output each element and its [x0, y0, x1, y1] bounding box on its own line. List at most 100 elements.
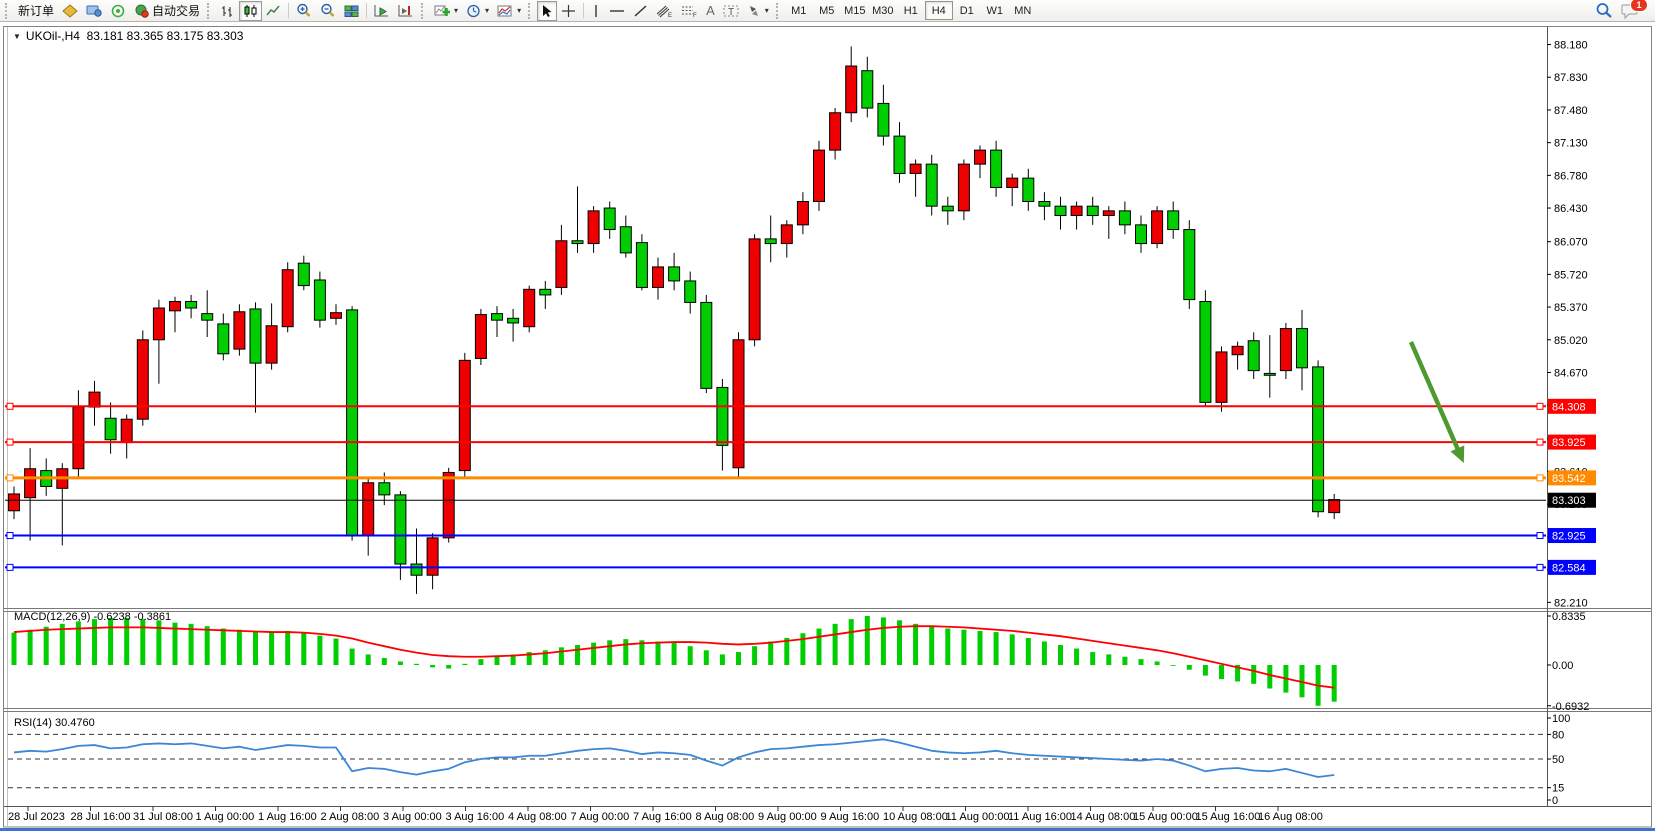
text-tool-icon[interactable]: A: [706, 3, 715, 18]
timeframe-button-M30[interactable]: M30: [872, 4, 894, 17]
arrows-tool-icon: [749, 5, 758, 16]
chart-frame: [3, 26, 1652, 828]
text-label-tool-icon[interactable]: T: [719, 1, 743, 21]
search-icon[interactable]: [1591, 1, 1617, 21]
template-icon: [497, 5, 512, 16]
toolbar-grip: [528, 2, 533, 19]
macd-axis: 0.8335 0.00 -0.6932: [1547, 611, 1589, 713]
chevron-down-icon: ▾: [764, 6, 769, 15]
svg-text:80: 80: [1552, 729, 1564, 741]
svg-text:F: F: [693, 13, 697, 18]
svg-text:28 Jul 2023: 28 Jul 2023: [8, 811, 65, 823]
rsi-layer: [13, 738, 1335, 778]
toolbar-grip: [207, 2, 212, 19]
toolbar: 新订单 自动交易 ▾ ▾: [0, 0, 1655, 22]
new-order-label: 新订单: [18, 4, 55, 18]
zoom-out-icon[interactable]: [316, 1, 340, 21]
symbol-dropdown-icon[interactable]: ▼: [13, 32, 21, 41]
notification-badge: 1: [1630, 0, 1648, 12]
timeframe-button-MN[interactable]: MN: [1014, 4, 1032, 17]
level-lines[interactable]: 84.308 83.925 83.542 83.303 82.925 82.584: [5, 398, 1596, 575]
price-axis[interactable]: 88.180 87.830 87.480 87.130 86.780 86.430 86.0…: [1547, 40, 1588, 610]
svg-text:7 Aug 00:00: 7 Aug 00:00: [571, 811, 630, 823]
templates-button[interactable]: ▾: [493, 1, 525, 21]
svg-text:87.830: 87.830: [1554, 72, 1588, 84]
candles-layer: [8, 46, 1341, 594]
line-chart-mode-icon[interactable]: [262, 1, 285, 21]
new-order-button[interactable]: 新订单: [14, 2, 58, 20]
charts-icon[interactable]: [58, 1, 82, 21]
timeframe-toolbar: M1 M5 M15 M30 H1 H4 D1 W1 MN: [785, 1, 1037, 21]
arrows-tool-button[interactable]: ▾: [743, 1, 773, 21]
trend-arrow-annotation[interactable]: [1408, 341, 1465, 463]
svg-text:86.780: 86.780: [1554, 170, 1588, 182]
svg-text:E: E: [668, 13, 672, 18]
add-indicator-icon: [434, 5, 451, 16]
cursor-tool-icon[interactable]: [537, 0, 558, 21]
timeframe-button-M5[interactable]: M5: [819, 4, 835, 17]
zoom-in-icon[interactable]: [292, 1, 316, 21]
chart-shift-icon[interactable]: [394, 1, 418, 21]
time-axis[interactable]: 28 Jul 2023 28 Jul 16:00 31 Jul 08:00 1 Aug…: [8, 806, 1323, 823]
svg-text:86.430: 86.430: [1554, 203, 1588, 215]
toolbar-separator: [583, 3, 585, 18]
svg-text:83.303: 83.303: [1552, 495, 1586, 507]
market-watch-icon[interactable]: [82, 1, 106, 21]
timeframe-button-M1[interactable]: M1: [791, 4, 807, 17]
svg-text:15 Aug 16:00: 15 Aug 16:00: [1196, 811, 1261, 823]
svg-text:7 Aug 16:00: 7 Aug 16:00: [633, 811, 692, 823]
chart-title-quote: 83.181 83.365 83.175 83.303: [86, 29, 244, 43]
bar-chart-mode-icon[interactable]: [216, 1, 239, 21]
crosshair-tool-icon[interactable]: [557, 1, 580, 21]
chevron-down-icon: ▾: [517, 6, 522, 15]
timeframe-button-D1[interactable]: D1: [959, 4, 974, 17]
auto-trading-button[interactable]: 自动交易: [130, 2, 204, 20]
horizontal-line-tool-icon[interactable]: [605, 1, 629, 21]
trendline-tool-icon[interactable]: [629, 1, 652, 21]
svg-text:15 Aug 00:00: 15 Aug 00:00: [1133, 811, 1198, 823]
svg-text:84.670: 84.670: [1554, 367, 1588, 379]
svg-text:2 Aug 08:00: 2 Aug 08:00: [321, 811, 380, 823]
svg-text:-0.6932: -0.6932: [1552, 701, 1589, 713]
toolbar-grip: [421, 2, 426, 19]
macd-layer: [11, 615, 1337, 706]
timeframe-button-H4[interactable]: H4: [924, 1, 953, 21]
svg-text:87.130: 87.130: [1554, 138, 1588, 150]
timeframe-button-W1[interactable]: W1: [986, 4, 1004, 17]
clock-icon: [467, 4, 480, 17]
chevron-down-icon: ▾: [454, 6, 459, 15]
add-indicator-button[interactable]: ▾: [430, 1, 462, 21]
svg-text:83.925: 83.925: [1552, 437, 1586, 449]
chat-button[interactable]: 1: [1617, 0, 1648, 21]
svg-text:11 Aug 00:00: 11 Aug 00:00: [946, 811, 1010, 823]
svg-text:86.070: 86.070: [1554, 237, 1588, 249]
svg-text:14 Aug 08:00: 14 Aug 08:00: [1071, 811, 1136, 823]
svg-text:9 Aug 00:00: 9 Aug 00:00: [758, 811, 817, 823]
svg-text:50: 50: [1552, 754, 1564, 766]
toolbar-grip: [5, 2, 10, 19]
vertical-line-tool-icon[interactable]: [587, 1, 605, 21]
equidistant-channel-tool-icon[interactable]: E: [652, 1, 677, 21]
timeframe-button-H1[interactable]: H1: [903, 4, 918, 17]
svg-text:4 Aug 08:00: 4 Aug 08:00: [508, 811, 567, 823]
periods-button[interactable]: ▾: [462, 1, 493, 21]
timeframe-button-M15[interactable]: M15: [844, 4, 866, 17]
svg-text:15: 15: [1552, 783, 1564, 795]
macd-indicator-label: MACD(12,26,9) -0.6238 -0.3861: [14, 611, 172, 623]
svg-text:85.020: 85.020: [1554, 335, 1588, 347]
svg-text:1 Aug 16:00: 1 Aug 16:00: [258, 811, 317, 823]
candlestick-mode-icon[interactable]: [239, 0, 263, 21]
chart-title-symbol: UKOil-,H4: [25, 29, 80, 43]
svg-text:3 Aug 00:00: 3 Aug 00:00: [383, 811, 442, 823]
auto-trading-label: 自动交易: [152, 4, 201, 18]
signals-icon[interactable]: [106, 1, 130, 21]
svg-text:82.925: 82.925: [1552, 531, 1586, 543]
fibonacci-tool-icon[interactable]: F: [677, 1, 702, 21]
tile-windows-icon[interactable]: [340, 1, 363, 21]
svg-text:83.542: 83.542: [1552, 473, 1586, 485]
svg-text:0.8335: 0.8335: [1552, 611, 1586, 623]
svg-text:1 Aug 00:00: 1 Aug 00:00: [196, 811, 255, 823]
svg-text:0.00: 0.00: [1552, 660, 1573, 672]
auto-scroll-icon[interactable]: [370, 1, 394, 21]
